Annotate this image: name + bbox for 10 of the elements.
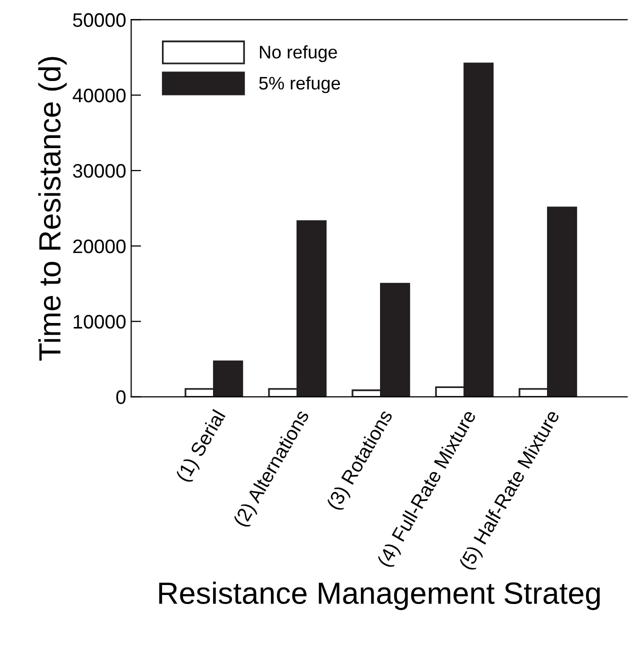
y-tick-label: 50000 — [73, 13, 126, 27]
y-tick-label: 0 — [116, 390, 126, 404]
y-tick-label: 40000 — [72, 88, 126, 102]
y-tick-label: 10000 — [74, 314, 126, 329]
y-tick-label: 30000 — [73, 164, 126, 178]
legend-label: 5% refuge — [259, 76, 340, 94]
y-tick-label: 20000 — [73, 239, 126, 254]
legend-label: No refuge — [260, 45, 337, 62]
y-axis-title: Time to Resistance (d) — [38, 57, 67, 361]
x-axis-title: Resistance Management Strateg — [159, 582, 600, 610]
